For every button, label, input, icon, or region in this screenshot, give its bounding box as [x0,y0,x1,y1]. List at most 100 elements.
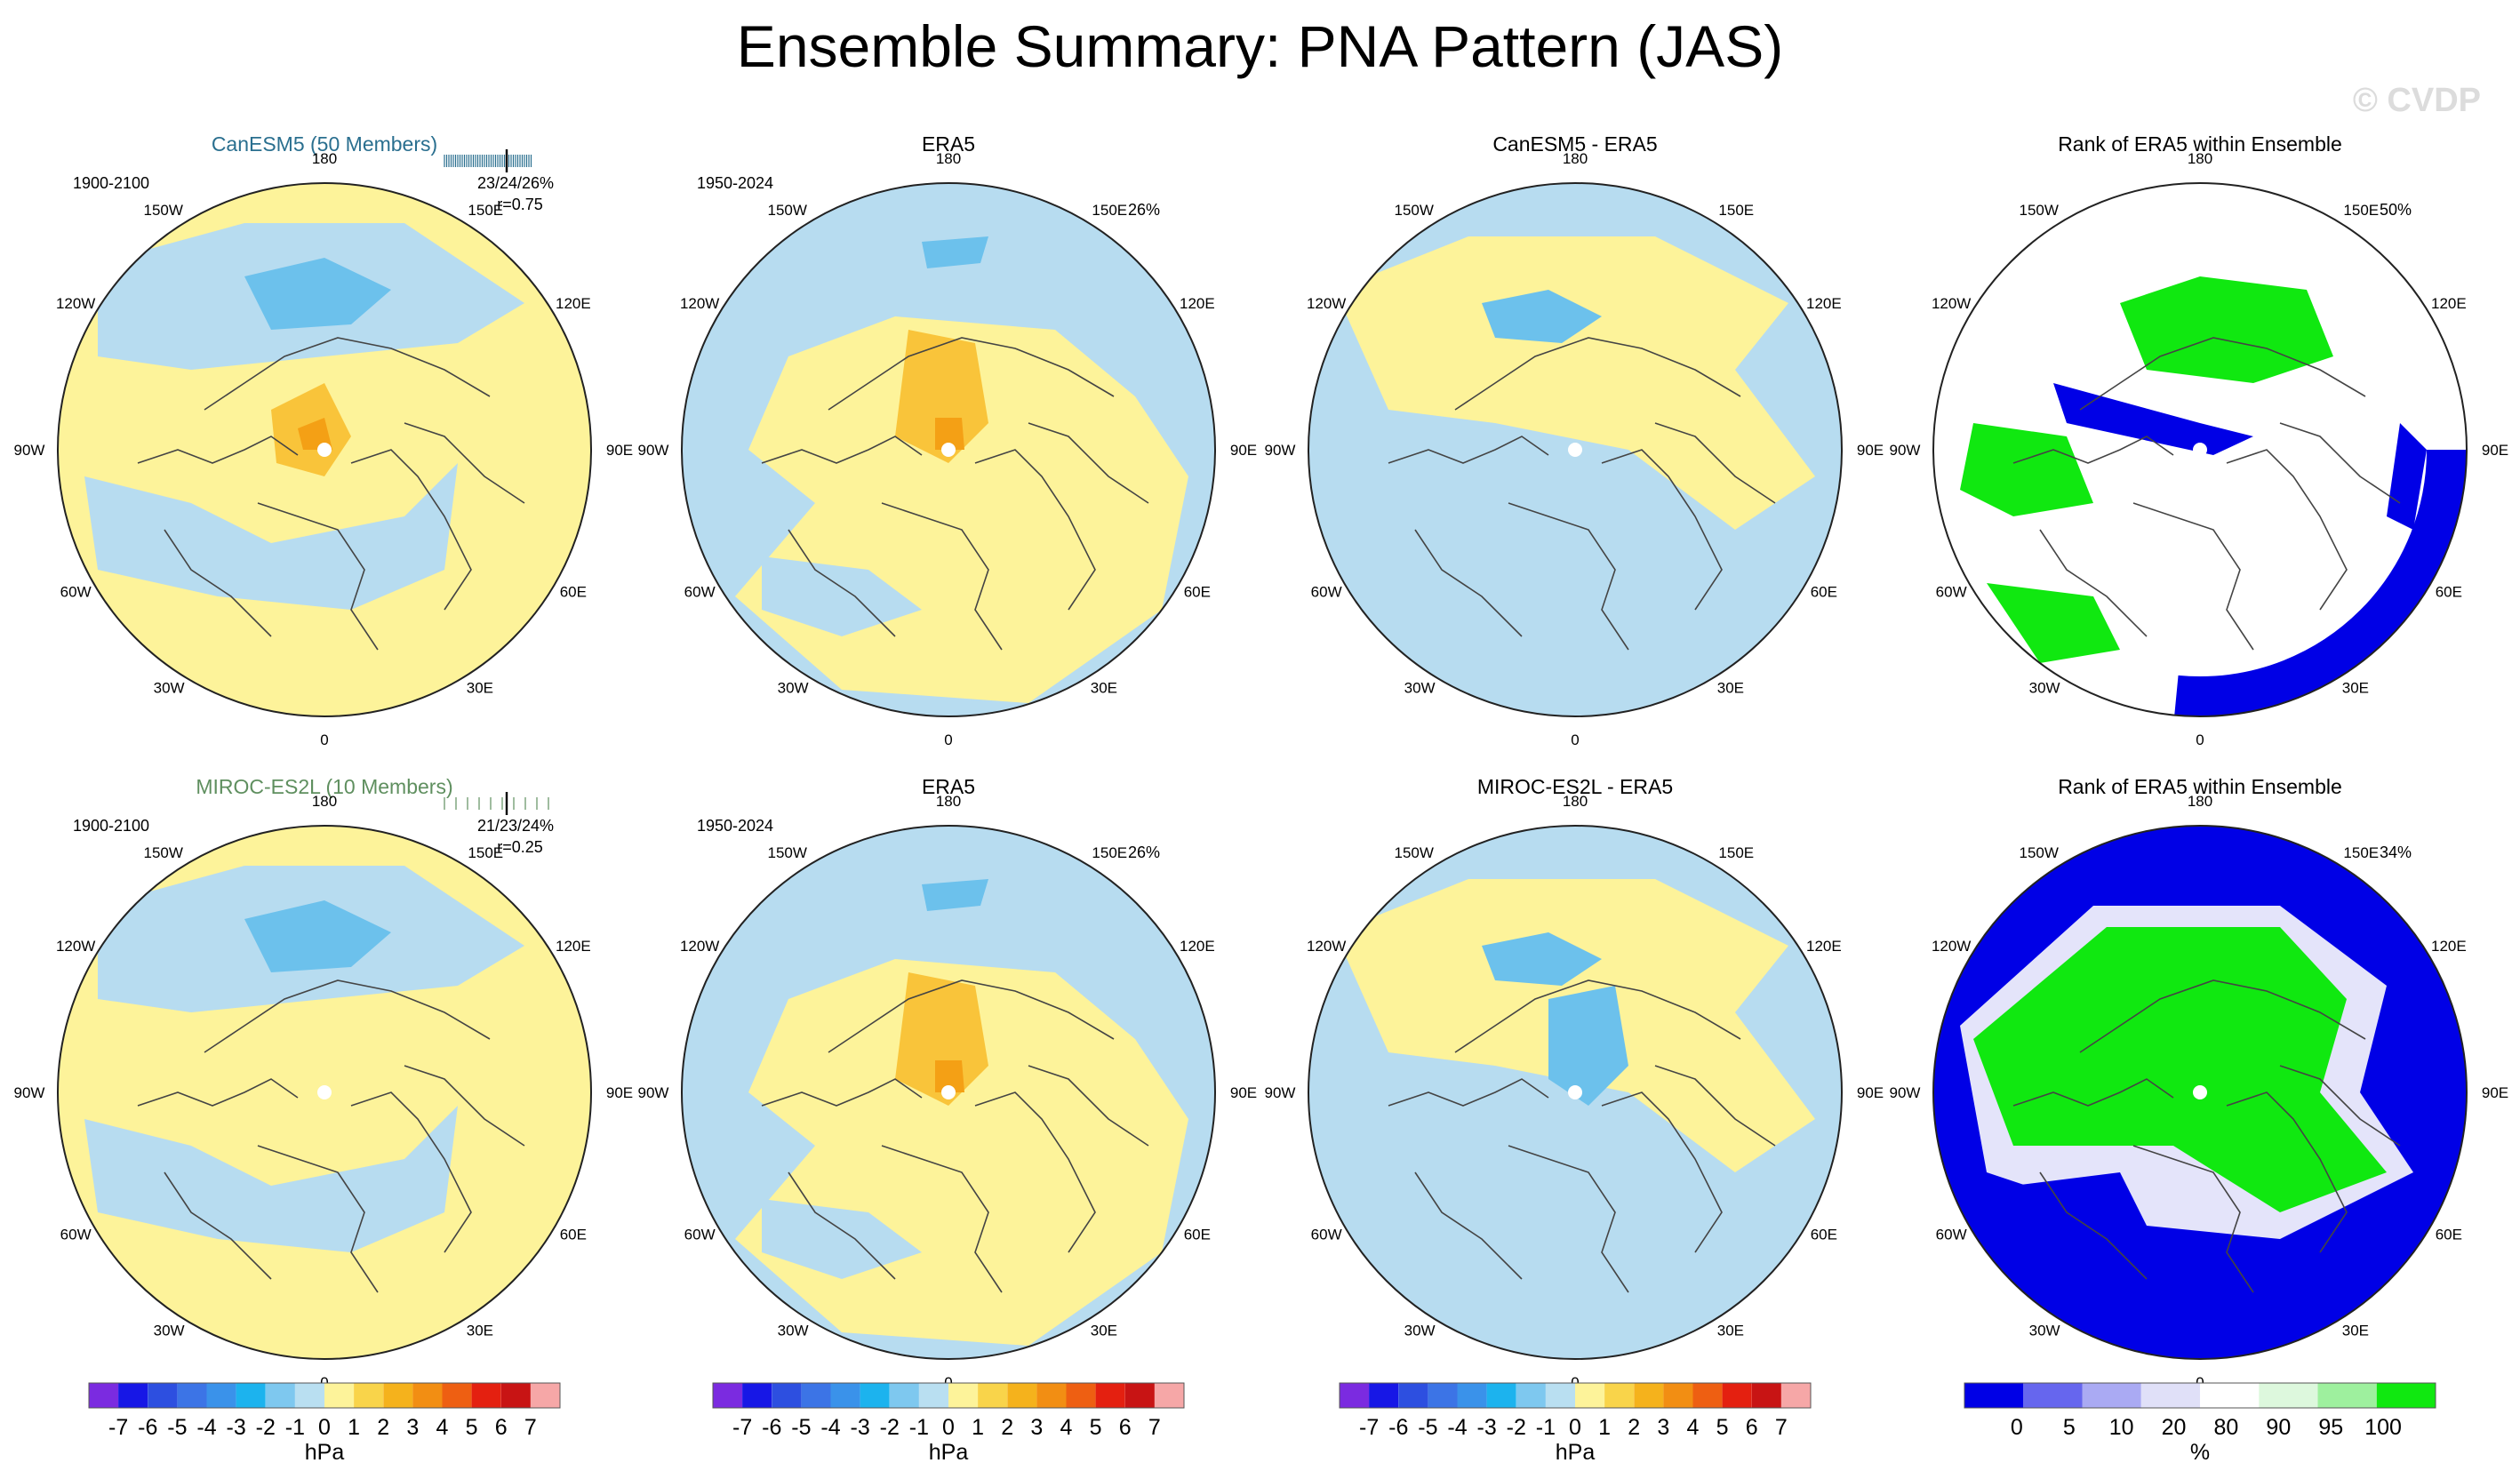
rank-green-3 [2120,276,2333,383]
colorbar-col4-swatch-6 [2317,1383,2377,1408]
lon-label-5-4: 150W [768,844,807,861]
lon-label-6-4: 150W [1395,844,1434,861]
lon-label-1-0: 180 [936,150,961,167]
colorbar-col2-tick-6: -1 [909,1415,929,1440]
lon-label-6-2: 90W [1265,1084,1296,1101]
lon-label-1-10: 30W [778,679,809,696]
colorbar-col2-swatch-9 [978,1383,1008,1408]
panel-title-6: MIROC-ES2L - ERA5 [1477,775,1673,798]
map-outline-0 [57,182,592,717]
colorbar-col4-swatch-1 [2023,1383,2083,1408]
colorbar-col1-swatch-12 [442,1383,472,1408]
pole-marker-3 [2193,443,2207,457]
colorbar-col3-swatch-14 [1751,1383,1781,1408]
pole-marker-5 [941,1085,956,1099]
colorbar-col4-swatch-5 [2259,1383,2318,1408]
coastline-6-0 [1454,979,1741,1053]
colorbar-col1-tick-12: 5 [466,1415,478,1440]
colorbar-col2-swatch-12 [1066,1383,1096,1408]
neg-core-0 [244,258,391,330]
lon-label-7-11: 30E [2342,1322,2369,1339]
corr-label-0: r=0.75 [497,196,543,213]
coastline-5-4 [788,1171,896,1280]
lon-label-7-5: 150E [2343,844,2379,861]
colorbar-col2-tick-11: 4 [1060,1415,1073,1440]
coastline-7-2 [2132,1145,2254,1293]
colorbar-col3-swatch-6 [1516,1383,1546,1408]
period-label-5: 1950-2024 [697,817,773,835]
pct-label-7: 34% [2380,843,2412,861]
panel-title-0: CanESM5 (50 Members) [212,132,437,156]
colorbar-col2-swatch-3 [801,1383,831,1408]
colorbar-col1-tick-8: 1 [348,1415,360,1440]
coastline-0-5 [404,422,525,504]
colorbar-col1-tick-2: -5 [167,1415,187,1440]
lon-label-4-2: 90W [14,1084,45,1101]
colorbar-col1-swatch-5 [236,1383,266,1408]
colorbar-col3-swatch-4 [1457,1383,1487,1408]
lon-label-4-11: 30E [467,1322,493,1339]
coastline-3-4 [2039,529,2148,637]
lon-label-6-11: 30E [1717,1322,1744,1339]
colorbar-col3-tick-12: 5 [1716,1415,1729,1440]
neg-core-5 [922,879,988,911]
lon-label-1-4: 150W [768,202,807,219]
colorbar-col2-tick-2: -5 [791,1415,811,1440]
lon-label-3-1: 0 [2196,732,2204,748]
panel-title-1: ERA5 [922,132,975,156]
lon-label-6-3: 90E [1857,1084,1884,1101]
neg-blob-1 [762,556,922,636]
colorbar-col2-unit: hPa [929,1440,969,1465]
lon-label-0-9: 60E [560,583,587,600]
period-label-0: 1900-2100 [73,174,149,192]
colorbar-col3-tick-8: 1 [1598,1415,1611,1440]
lon-label-7-0: 180 [2188,793,2212,810]
colorbar-col3-swatch-12 [1692,1383,1723,1408]
colorbar-col3-swatch-2 [1398,1383,1428,1408]
neg-region-b-4 [84,1106,458,1252]
lon-label-6-7: 120E [1806,938,1842,955]
lon-label-2-6: 120W [1307,295,1346,312]
colorbar-col2-frame [712,1382,1185,1409]
lon-label-4-4: 150W [144,844,183,861]
lon-label-5-11: 30E [1091,1322,1117,1339]
colorbar-col2-swatch-10 [1007,1383,1037,1408]
lon-label-6-9: 60E [1811,1226,1837,1243]
rank-green-c-3 [1987,583,2120,663]
colorbar-col3-tick-10: 3 [1657,1415,1669,1440]
colorbar-col2-tick-3: -4 [820,1415,840,1440]
lon-label-4-9: 60E [560,1226,587,1243]
lon-label-7-6: 120W [1932,938,1971,955]
colorbar-col3-swatch-0 [1340,1383,1370,1408]
panel-title-4: MIROC-ES2L (10 Members) [196,775,452,798]
coastline-3-5 [2279,422,2401,504]
colorbar-col2-tick-7: 0 [942,1415,955,1440]
map-outline-3 [1932,182,2468,717]
coastline-4-5 [404,1065,525,1147]
lon-label-7-7: 120E [2431,938,2467,955]
lon-label-1-11: 30E [1091,679,1117,696]
lon-label-3-8: 60W [1936,583,1967,600]
colorbar-col4-swatch-4 [2200,1383,2260,1408]
colorbar-col1-swatch-6 [265,1383,295,1408]
pole-marker-6 [1568,1085,1582,1099]
coastline-0-0 [204,337,491,411]
lon-label-0-0: 180 [312,150,337,167]
colorbar-col1-swatch-13 [471,1383,501,1408]
colorbar-col1-tick-7: 0 [318,1415,331,1440]
lon-label-4-8: 60W [60,1226,92,1243]
colorbar-col1-swatch-0 [89,1383,119,1408]
panel-title-2: CanESM5 - ERA5 [1492,132,1657,156]
colorbar-col1-swatch-8 [324,1383,355,1408]
coastline-0-1 [137,436,299,464]
colorbar-col2-swatch-14 [1124,1383,1155,1408]
lon-label-4-3: 90E [606,1084,633,1101]
map-outline-7 [1932,825,2468,1360]
coastline-5-3 [974,1091,1096,1253]
pole-marker-0 [317,443,332,457]
lon-label-3-9: 60E [2436,583,2462,600]
lon-label-3-5: 150E [2343,202,2379,219]
colorbar-col2-tick-10: 3 [1030,1415,1043,1440]
rank-blue-b-7 [2013,1172,2173,1306]
lon-label-6-10: 30W [1404,1322,1436,1339]
